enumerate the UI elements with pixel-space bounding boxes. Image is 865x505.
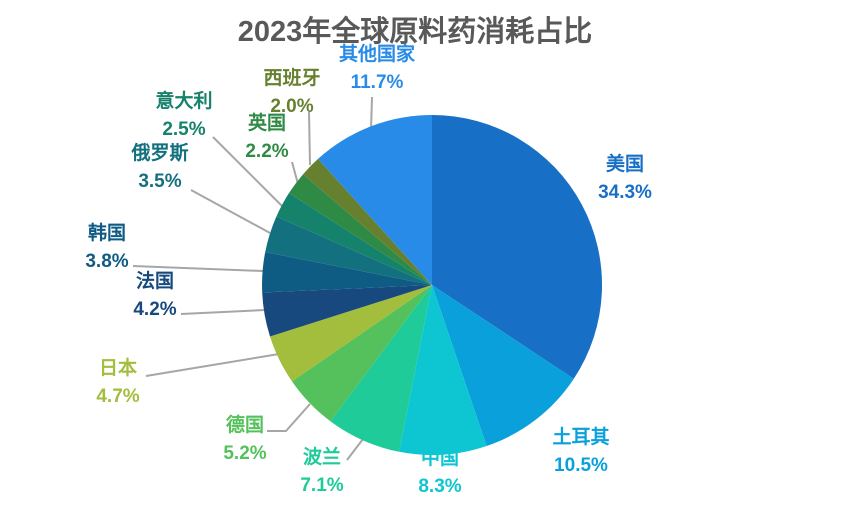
leader-line-7 [132,265,264,272]
slice-label-7: 韩国 3.8% [85,224,128,271]
slice-label-12: 其他国家 11.7% [339,45,415,92]
pie-slice-11 [303,158,432,285]
leader-line-8 [190,189,271,234]
pie-slice-3 [330,285,432,452]
slice-label-name: 其他国家 [338,44,416,65]
slice-label-4: 德国 5.2% [223,416,266,463]
slice-label-name: 日本 [98,358,137,379]
pie-slice-5 [270,285,432,382]
slice-label-percent: 2.2% [245,141,289,162]
pie-slice-12 [318,115,432,285]
pie-slice-4 [292,285,432,422]
slice-label-percent: 4.2% [133,299,177,320]
slice-label-9: 意大利 2.5% [155,92,212,139]
slice-label-percent: 2.0% [270,96,314,117]
slice-label-5: 日本 4.7% [96,359,139,406]
slice-label-1: 土耳其 10.5% [552,428,609,475]
slice-label-name: 土耳其 [552,427,610,448]
leader-line-5 [145,353,280,377]
slice-label-0: 美国 34.3% [598,155,652,202]
slice-label-percent: 11.7% [350,72,404,93]
slice-label-name: 美国 [605,154,644,175]
slice-label-percent: 3.5% [138,171,182,192]
leader-line-4 [267,403,311,432]
slice-label-percent: 8.3% [418,476,462,497]
leader-line-12 [370,96,373,131]
pie-slice-10 [289,174,432,285]
pie-slice-0 [432,115,603,379]
leader-line-6 [180,309,266,315]
slice-label-name: 意大利 [155,91,213,112]
pie-slice-6 [262,285,432,337]
slice-label-name: 中国 [420,448,459,469]
pie-slice-1 [432,285,574,446]
slice-label-2: 中国 8.3% [418,449,461,496]
leader-line-11 [308,111,311,166]
slice-label-11: 西班牙 2.0% [263,69,320,116]
slice-label-name: 韩国 [87,223,126,244]
slice-label-10: 英国 2.2% [245,114,288,161]
slice-label-percent: 10.5% [554,455,608,476]
leader-line-3 [346,438,364,461]
slice-label-name: 波兰 [302,447,341,468]
pie-slice-9 [276,193,432,285]
slice-label-name: 西班牙 [263,68,321,89]
pie-slice-8 [265,216,432,285]
leader-lines [132,96,373,461]
slice-label-percent: 5.2% [223,443,267,464]
slice-label-name: 俄罗斯 [131,143,189,164]
leader-line-9 [212,136,283,207]
slice-label-name: 英国 [247,113,286,134]
slice-label-percent: 2.5% [162,119,206,140]
chart-title: 2023年全球原料药消耗占比 [237,16,593,48]
slice-label-3: 波兰 7.1% [300,448,343,495]
slice-label-percent: 4.7% [96,386,140,407]
slice-label-name: 法国 [135,271,174,292]
slice-label-percent: 7.1% [300,475,344,496]
pie-slice-2 [399,285,487,456]
pie-slice-7 [262,252,432,293]
slice-label-percent: 3.8% [85,251,129,272]
slice-label-percent: 34.3% [598,182,652,203]
slice-label-8: 俄罗斯 3.5% [131,144,188,191]
leader-line-10 [291,161,299,185]
slice-label-6: 法国 4.2% [133,272,176,319]
slice-label-name: 德国 [225,415,264,436]
pie-slices [262,115,603,456]
